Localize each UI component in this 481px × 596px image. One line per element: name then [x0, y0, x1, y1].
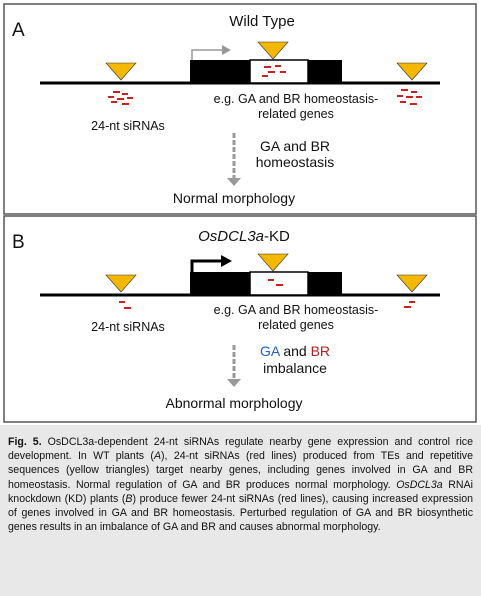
- panel-a-gene-black-left: [190, 60, 250, 83]
- panel-a-gene-label-line2: related genes: [258, 107, 334, 121]
- panel-a-effect-br: BR: [311, 138, 330, 154]
- panel-a-effect-line1: GA and BR: [260, 138, 330, 154]
- panel-a-frame: [3, 3, 477, 215]
- panel-a-sirna-cluster-left: [108, 91, 133, 105]
- panel-a-outcome: Normal morphology: [173, 190, 295, 206]
- caption-italic-gene: OsDCL3a: [396, 478, 443, 491]
- panel-b-te-triangle-right: [396, 274, 428, 293]
- panel-a: A Wild Type: [3, 3, 477, 215]
- panel-a-promoter-arrow: [191, 49, 222, 60]
- panel-a-sirna-label: 24-nt siRNAs: [91, 119, 165, 133]
- panel-a-effect-line2: homeostasis: [256, 154, 335, 170]
- panel-a-effect-ga: GA: [260, 138, 281, 154]
- panel-a-gene-white-box: [249, 59, 309, 84]
- panel-b-te-triangle-middle: [257, 253, 289, 272]
- figure-caption: Fig. 5. OsDCL3a-dependent 24-nt siRNAs re…: [0, 425, 481, 596]
- panel-a-effect-and: and: [279, 138, 310, 154]
- panel-b-promoter-arrowhead: [221, 255, 232, 267]
- caption-figure-label: Fig. 5.: [8, 436, 42, 448]
- panel-b-outcome: Abnormal morphology: [166, 395, 303, 411]
- panel-b-gene-black-left: [190, 272, 250, 295]
- panel-a-letter: A: [12, 20, 25, 41]
- panel-a-gene-black-right: [308, 60, 342, 83]
- panel-b-sirna-label: 24-nt siRNAs: [91, 320, 165, 334]
- panel-b-frame: [3, 215, 477, 423]
- figure-area: A Wild Type: [3, 3, 477, 423]
- panel-a-sirna-cluster-right: [397, 89, 422, 105]
- panel-b-te-triangle-left: [105, 274, 137, 293]
- caption-italic-panel-a: A: [153, 450, 162, 463]
- panel-b-effect-br: BR: [311, 343, 330, 359]
- panel-b-effect-line2: imbalance: [263, 360, 327, 376]
- panel-b-gene-white-box: [249, 271, 309, 296]
- caption-text-part4: ) produce fewer 24-nt siRNAs (red lines)…: [8, 492, 473, 534]
- caption-text-part1: OsDCL3a-dependent 24-nt siRNAs regulate …: [8, 436, 473, 463]
- panel-b-letter: B: [12, 232, 25, 253]
- panel-b-gene-black-right: [308, 272, 342, 295]
- panel-b-sirna-cluster-gene: [268, 279, 283, 286]
- panel-b-effect-arrowhead: [227, 379, 241, 387]
- panel-b-title-gene: OsDCL3a: [198, 228, 264, 245]
- panel-b-promoter-arrow: [190, 259, 222, 272]
- panel-b: B OsDCL3a-KD 24-nt siRNAs e.g. GA and BR…: [3, 215, 477, 423]
- panel-b-title-suffix: -KD: [264, 228, 290, 245]
- caption-italic-panel-b: B: [125, 492, 133, 505]
- panel-b-effect-and: and: [279, 343, 310, 359]
- panel-a-promoter-arrowhead: [222, 45, 231, 55]
- panel-a-effect-arrowhead: [227, 178, 241, 186]
- panel-b-sirna-cluster-right: [404, 301, 415, 308]
- panel-b-gene-label-line2: related genes: [258, 318, 334, 332]
- panel-a-te-triangle-right: [396, 62, 428, 81]
- panel-a-te-triangle-middle: [257, 41, 289, 60]
- caption-text-part3: RNAi knockdown (KD) plants (: [8, 478, 473, 505]
- panel-b-effect-ga: GA: [260, 343, 281, 359]
- panel-b-effect-line1: GA and BR: [260, 343, 330, 359]
- panel-a-title: Wild Type: [229, 13, 295, 30]
- caption-text-part2: ), 24-nt siRNAs (red lines) produced fro…: [8, 450, 473, 491]
- panel-b-sirna-cluster-left: [119, 301, 131, 309]
- panel-a-te-triangle-left: [105, 62, 137, 81]
- panel-a-sirna-cluster-gene: [262, 65, 286, 77]
- panel-b-title: OsDCL3a-KD: [198, 228, 290, 245]
- panel-a-gene-label-line1: e.g. GA and BR homeostasis-: [214, 92, 379, 106]
- panel-b-gene-label-line1: e.g. GA and BR homeostasis-: [214, 303, 379, 317]
